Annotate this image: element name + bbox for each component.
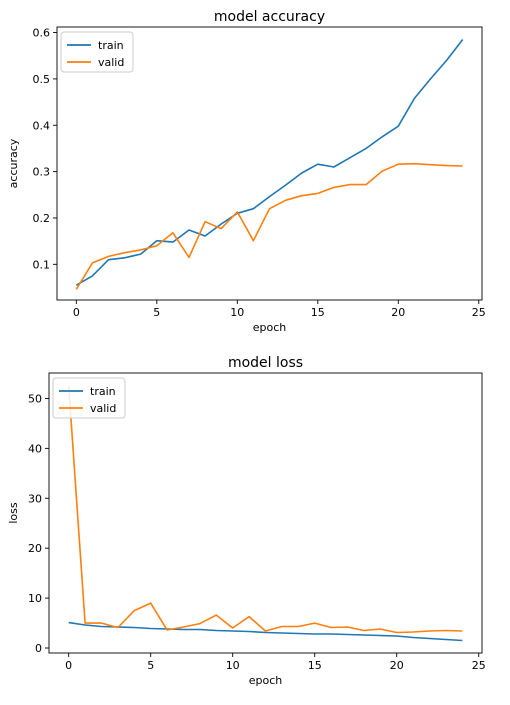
x-tick-label: 5: [147, 659, 154, 672]
x-tick-label: 20: [391, 306, 405, 319]
x-tick-label: 25: [472, 659, 486, 672]
x-tick-label: 10: [230, 306, 244, 319]
series-line-valid: [67, 385, 463, 634]
x-tick-label: 20: [390, 659, 404, 672]
y-tick-label: 0.1: [33, 258, 51, 271]
series-line-valid: [75, 162, 463, 290]
y-tick-label: 40: [28, 442, 42, 455]
legend-label-train: train: [90, 385, 116, 398]
y-tick-label: 0: [35, 642, 42, 655]
legend-label-valid: valid: [98, 56, 124, 69]
x-tick-label: 15: [311, 306, 325, 319]
legend-label-valid: valid: [90, 402, 116, 415]
series-line-train: [68, 621, 463, 642]
y-tick-label: 0.5: [33, 73, 51, 86]
legend: train valid: [60, 31, 134, 73]
y-axis-label: accuracy: [7, 138, 20, 188]
y-tick-label: 50: [28, 392, 42, 405]
y-tick-label: 0.6: [33, 27, 51, 40]
loss-chart: 0 5 10 15 20 25 0 10 20 30 40 50 model loss epoch loss…: [7, 355, 486, 687]
legend: train valid: [52, 377, 126, 419]
y-tick-label: 30: [28, 492, 42, 505]
x-tick-label: 10: [226, 659, 240, 672]
x-tick-label: 15: [308, 659, 322, 672]
plot-frame: [48, 372, 483, 654]
accuracy-chart: 0 5 10 15 20 25 0.1 0.2 0.3 0.4 0.5 0.6 model accura…: [7, 9, 486, 334]
x-tick-label: 5: [153, 306, 160, 319]
y-axis-label: loss: [7, 502, 20, 524]
y-tick-label: 20: [28, 542, 42, 555]
plot-frame: [56, 26, 483, 301]
chart-title: model loss: [228, 355, 303, 371]
y-tick-label: 10: [28, 592, 42, 605]
x-tick-label: 25: [472, 306, 486, 319]
x-tick-label: 0: [65, 659, 72, 672]
x-axis-label: epoch: [249, 674, 283, 687]
chart-title: model accuracy: [214, 9, 325, 25]
series-line-train: [75, 39, 464, 286]
x-tick-label: 0: [73, 306, 80, 319]
y-tick-label: 0.3: [33, 166, 51, 179]
legend-label-train: train: [98, 39, 124, 52]
y-tick-label: 0.2: [33, 212, 51, 225]
x-axis-label: epoch: [253, 321, 287, 334]
y-tick-label: 0.4: [33, 119, 51, 132]
